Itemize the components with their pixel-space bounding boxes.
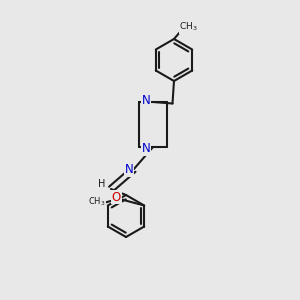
Text: CH$_3$: CH$_3$ bbox=[88, 196, 106, 208]
Text: N: N bbox=[142, 142, 151, 155]
Text: H: H bbox=[98, 178, 105, 189]
Text: CH$_3$: CH$_3$ bbox=[179, 21, 198, 33]
Text: N: N bbox=[142, 94, 151, 107]
Text: N: N bbox=[124, 163, 134, 176]
Text: O: O bbox=[112, 190, 121, 204]
